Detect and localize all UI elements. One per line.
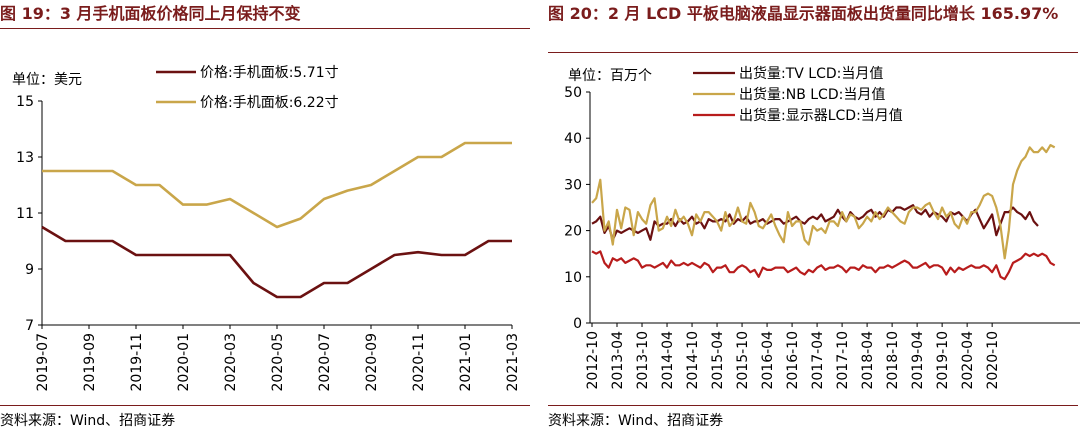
- series-line-1: [41, 225, 512, 299]
- x-tick-label: 2014-10: [685, 331, 701, 390]
- figure-20-title: 图 20：2 月 LCD 平板电脑液晶显示器面板出货量同比增长 165.97%: [548, 4, 1059, 23]
- y-tick-label: 15: [16, 94, 34, 110]
- series-line-3: [591, 250, 1056, 281]
- y-tick-label: 9: [25, 262, 34, 278]
- y-tick-label: 40: [564, 131, 582, 147]
- x-tick-label: 2019-09: [82, 333, 98, 392]
- figure-19-source: 资料来源：Wind、招商证券: [0, 413, 176, 429]
- x-tick-label: 2016-10: [785, 331, 801, 390]
- y-tick-label: 20: [564, 224, 582, 240]
- x-tick-label: 2020-01: [176, 333, 192, 392]
- figure-20-chart: 0 10 20 30 40 50 2012-10 2013-04 2013-10 2014-04 2…: [564, 65, 1080, 390]
- y-tick-label: 10: [564, 270, 582, 286]
- unit-label: 单位：百万个: [568, 68, 652, 84]
- x-tick-label: 2020-03: [223, 333, 239, 392]
- legend-label-2: 出货量:NB LCD:当月值: [739, 86, 885, 103]
- x-tick-label: 2014-04: [660, 331, 676, 390]
- figure-19-chart: 7 9 11 13 15 2019-07 2019-09 2019-11 2020-01 2020…: [12, 65, 521, 392]
- x-tick-label: 2020-05: [270, 333, 286, 392]
- x-tick-label: 2017-10: [835, 331, 851, 390]
- series-line-1: [591, 204, 1039, 241]
- x-tick-label: 2019-10: [935, 331, 951, 390]
- y-tick-label: 11: [16, 206, 34, 222]
- series-line-2: [591, 144, 1056, 260]
- y-tick-label: 13: [16, 150, 34, 166]
- y-tick-label: 7: [25, 318, 34, 334]
- legend-label-1: 价格:手机面板:5.71寸: [200, 65, 339, 81]
- x-tick-label: 2021-03: [505, 333, 521, 392]
- legend-label-2: 价格:手机面板:6.22寸: [200, 95, 339, 111]
- unit-label: 单位：美元: [12, 72, 82, 88]
- x-tick-label: 2015-10: [735, 331, 751, 390]
- x-tick-label: 2020-10: [985, 331, 1001, 390]
- figure-20-bottom-rule: [548, 405, 1078, 406]
- figure-19-top-rule: [0, 28, 530, 29]
- legend-label-3: 出货量:显示器LCD:当月值: [739, 107, 903, 124]
- x-tick-label: 2013-10: [635, 331, 651, 390]
- figure-19-panel: 图 19：3 月手机面板价格同上月保持不变 7 9 11 13 15 2019-07 201…: [0, 0, 532, 431]
- x-tick-label: 2020-11: [411, 333, 427, 392]
- series-line-2: [42, 141, 512, 229]
- x-tick-label: 2020-04: [960, 331, 976, 390]
- x-tick-label: 2017-04: [810, 331, 826, 390]
- x-tick-label: 2018-04: [860, 331, 876, 390]
- x-tick-label: 2019-07: [35, 333, 51, 392]
- x-tick-label: 2018-10: [885, 331, 901, 390]
- x-tick-label: 2012-10: [585, 331, 601, 390]
- x-tick-label: 2021-01: [458, 333, 474, 392]
- y-tick-label: 30: [564, 177, 582, 193]
- x-tick-label: 2013-04: [610, 331, 626, 390]
- x-tick-label: 2019-11: [129, 333, 145, 392]
- figure-20-panel: 图 20：2 月 LCD 平板电脑液晶显示器面板出货量同比增长 165.97% …: [548, 0, 1080, 431]
- y-tick-label: 0: [573, 316, 582, 332]
- x-tick-label: 2015-04: [710, 331, 726, 390]
- x-tick-label: 2016-04: [760, 331, 776, 390]
- legend-label-1: 出货量:TV LCD:当月值: [739, 65, 883, 82]
- x-tick-label: 2019-04: [910, 331, 926, 390]
- x-tick-label: 2020-07: [317, 333, 333, 392]
- figure-20-source: 资料来源：Wind、招商证券: [548, 413, 724, 429]
- figure-20-top-rule: [548, 52, 1078, 53]
- y-tick-label: 50: [564, 85, 582, 101]
- figure-19-title: 图 19：3 月手机面板价格同上月保持不变: [0, 4, 301, 23]
- x-tick-label: 2020-09: [364, 333, 380, 392]
- figure-19-bottom-rule: [0, 405, 530, 406]
